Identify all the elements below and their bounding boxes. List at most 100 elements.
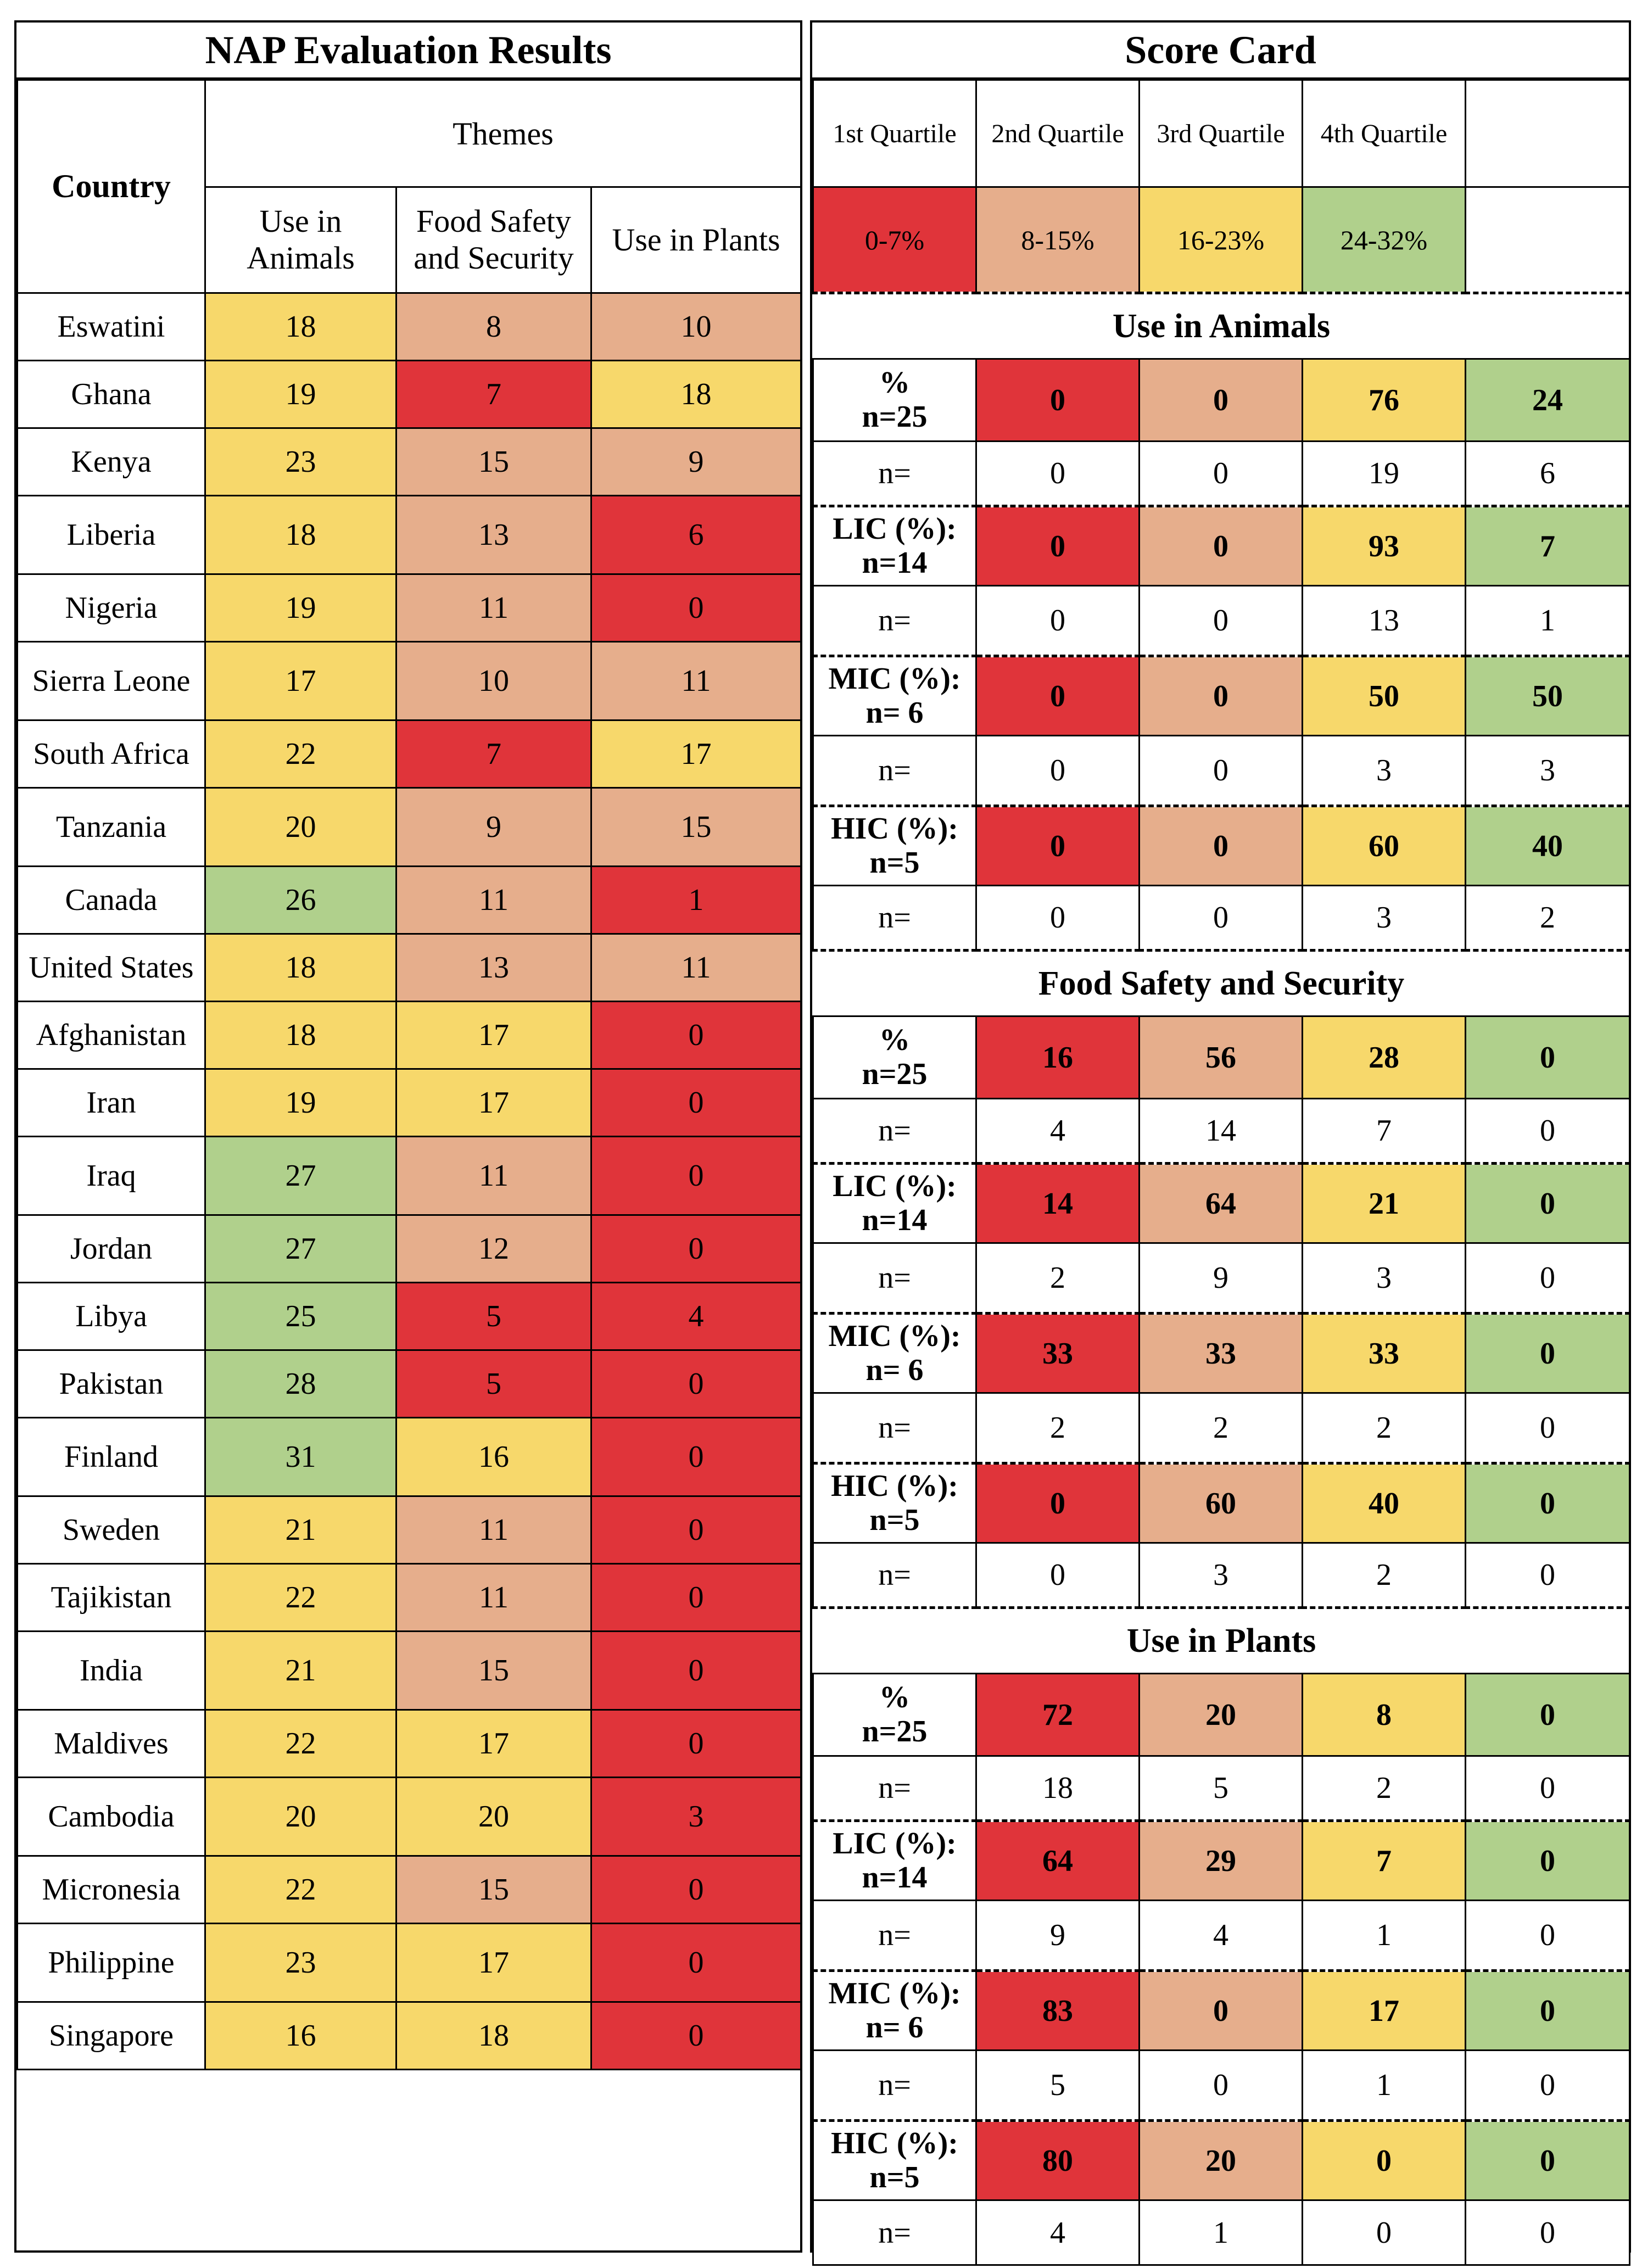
percent-value: 20 — [1138, 1673, 1303, 1757]
count-row-label: n= — [812, 1900, 977, 1971]
percent-value: 14 — [975, 1162, 1140, 1244]
country-row: Ghana 19 7 18 — [16, 360, 802, 429]
count-value: 4 — [975, 1098, 1140, 1164]
country-rows: Eswatini 18 8 10 Ghana 19 7 18 Kenya 23 15 9 Liberia… — [16, 292, 802, 2227]
percent-row-label-line: n=14 — [862, 1203, 928, 1237]
score-use-in-plants: 9 — [590, 427, 802, 496]
score-card-table: 1st Quartile 2nd Quartile 3rd Quartile 4… — [812, 79, 1630, 2266]
score-use-in-animals: 21 — [204, 1495, 397, 1565]
percent-row: MIC (%): n= 6 33 33 33 0 — [812, 1312, 1630, 1394]
country-row: Kenya 23 15 9 — [16, 427, 802, 496]
percent-row: LIC (%): n=14 14 64 21 0 — [812, 1162, 1630, 1244]
percent-row-label-line: n=5 — [869, 2160, 920, 2194]
count-value: 5 — [975, 2049, 1140, 2121]
score-food-safety: 13 — [395, 495, 592, 575]
country-name: Pakistan — [16, 1349, 206, 1418]
quartile-1-header: 1st Quartile — [812, 79, 977, 188]
country-name: Sweden — [16, 1495, 206, 1565]
percent-value: 60 — [1138, 1462, 1303, 1544]
count-value: 0 — [1138, 440, 1303, 507]
count-row: n= 0 0 3 2 — [812, 885, 1630, 951]
country-name: Afghanistan — [16, 1001, 206, 1070]
score-food-safety: 15 — [395, 1855, 592, 1924]
percent-row: LIC (%): n=14 64 29 7 0 — [812, 1819, 1630, 1901]
percent-row-label-line: n=5 — [869, 1502, 920, 1537]
count-value: 0 — [1138, 585, 1303, 657]
count-row-label: n= — [812, 735, 977, 807]
percent-value: 20 — [1138, 2119, 1303, 2201]
percent-row-label-line: LIC (%): — [833, 1826, 957, 1861]
score-use-in-animals: 19 — [204, 573, 397, 643]
quartile-4-range: 24-32% — [1302, 186, 1466, 294]
nap-evaluation-panel: NAP Evaluation Results Country Themes Us… — [14, 20, 802, 2253]
score-food-safety: 20 — [395, 1777, 592, 1857]
country-row: Iran 19 17 0 — [16, 1068, 802, 1137]
score-use-in-plants: 0 — [590, 2001, 802, 2070]
country-row: Nigeria 19 11 0 — [16, 573, 802, 643]
column-header-use-in-animals: Use in Animals — [204, 186, 397, 294]
score-use-in-animals: 18 — [204, 1001, 397, 1070]
count-row: n= 0 0 3 3 — [812, 735, 1630, 807]
percent-value: 0 — [1302, 2119, 1466, 2201]
score-use-in-animals: 27 — [204, 1136, 397, 1216]
score-food-safety: 9 — [395, 787, 592, 867]
score-use-in-animals: 25 — [204, 1282, 397, 1351]
country-row: Cambodia 20 20 3 — [16, 1777, 802, 1857]
section-title: Use in Animals — [813, 292, 1630, 360]
count-value: 4 — [1138, 1900, 1303, 1971]
country-row: India 21 15 0 — [16, 1630, 802, 1711]
score-use-in-animals: 18 — [204, 292, 397, 361]
count-value: 2 — [975, 1392, 1140, 1464]
country-name: Sierra Leone — [16, 641, 206, 721]
score-use-in-plants: 0 — [590, 573, 802, 643]
percent-value: 33 — [1138, 1312, 1303, 1394]
count-value: 0 — [975, 585, 1140, 657]
score-use-in-animals: 20 — [204, 1777, 397, 1857]
country-row: Sierra Leone 17 10 11 — [16, 641, 802, 721]
section-title: Use in Plants — [813, 1606, 1630, 1674]
country-header: Country — [16, 79, 206, 294]
score-food-safety: 11 — [395, 573, 592, 643]
percent-row: HIC (%): n=5 80 20 0 0 — [812, 2119, 1630, 2201]
percent-value: 50 — [1302, 655, 1466, 736]
percent-value: 40 — [1302, 1462, 1466, 1544]
score-use-in-plants: 17 — [590, 719, 802, 789]
count-value: 0 — [1465, 1392, 1630, 1464]
count-value: 18 — [975, 1755, 1140, 1822]
country-row: Sweden 21 11 0 — [16, 1495, 802, 1565]
score-food-safety: 17 — [395, 1068, 592, 1137]
score-use-in-plants: 1 — [590, 865, 802, 935]
quartile-1-range: 0-7% — [812, 186, 977, 294]
country-row: Jordan 27 12 0 — [16, 1214, 802, 1283]
quartile-header-blank — [1465, 79, 1630, 188]
percent-value: 0 — [1465, 1969, 1630, 2051]
left-blank-cell — [18, 2070, 801, 2227]
country-name: Iraq — [16, 1136, 206, 1216]
count-value: 13 — [1302, 585, 1466, 657]
count-value: 2 — [975, 1242, 1140, 1314]
quartile-2-range: 8-15% — [975, 186, 1140, 294]
score-use-in-animals: 22 — [204, 1709, 397, 1778]
percent-row-label-line: LIC (%): — [833, 1169, 957, 1203]
count-value: 0 — [975, 440, 1140, 507]
percent-value: 33 — [1302, 1312, 1466, 1394]
score-food-safety: 7 — [395, 360, 592, 429]
count-row-label: n= — [812, 885, 977, 951]
quartile-range-blank — [1465, 186, 1630, 294]
country-name: South Africa — [16, 719, 206, 789]
country-row: Tanzania 20 9 15 — [16, 787, 802, 867]
country-name: Ghana — [16, 360, 206, 429]
count-value: 0 — [1465, 1755, 1630, 1822]
country-row: Finland 31 16 0 — [16, 1417, 802, 1497]
section-title: Food Safety and Security — [813, 949, 1630, 1017]
percent-value: 0 — [1138, 805, 1303, 886]
percent-value: 76 — [1302, 358, 1466, 442]
score-use-in-plants: 0 — [590, 1068, 802, 1137]
count-value: 1 — [1302, 2049, 1466, 2121]
score-use-in-plants: 4 — [590, 1282, 802, 1351]
percent-value: 0 — [1465, 1312, 1630, 1394]
section-title-row: Use in Plants — [813, 1606, 1630, 1674]
country-row: Afghanistan 18 17 0 — [16, 1001, 802, 1070]
percent-value: 16 — [975, 1015, 1140, 1099]
country-row: Libya 25 5 4 — [16, 1282, 802, 1351]
